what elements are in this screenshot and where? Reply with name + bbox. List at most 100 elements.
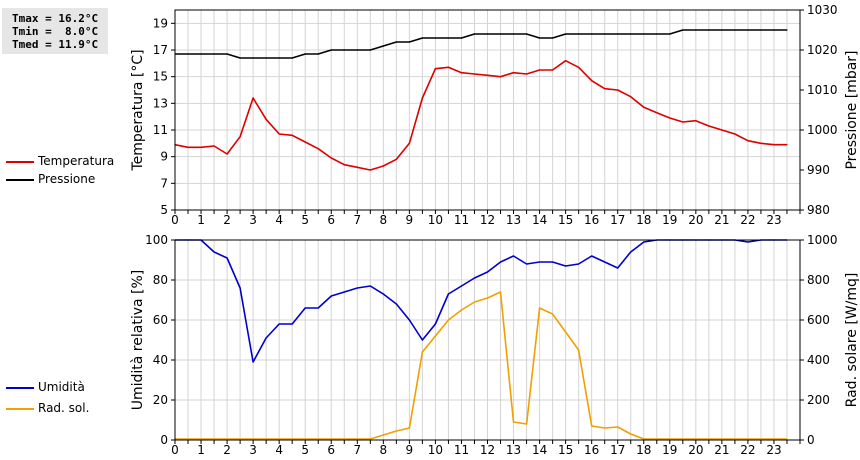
chart2-x-tick-label: 3 (249, 443, 257, 457)
chart2-point-rad-sol (447, 319, 450, 321)
chart1-point-pressione (604, 33, 606, 35)
chart1-point-temperatura (695, 120, 697, 122)
chart2-point-umidit (630, 251, 632, 253)
chart1-point-temperatura (617, 89, 619, 91)
chart2-x-tick-label: 20 (688, 443, 703, 457)
chart2-point-rad-sol (252, 438, 254, 440)
chart1-point-pressione (721, 29, 723, 31)
chart1-x-tick-label: 13 (506, 213, 521, 227)
chart2-point-umidit (473, 277, 476, 279)
chart1-point-pressione (343, 49, 345, 51)
chart1-point-temperatura (773, 144, 775, 146)
chart2-point-rad-sol (343, 438, 345, 440)
chart1-point-temperatura (187, 146, 189, 148)
chart1-series-temperatura (174, 59, 787, 171)
chart1-point-temperatura (473, 73, 476, 75)
chart2-y-tick-label: 60 (153, 313, 168, 327)
chart1-point-pressione (669, 33, 671, 35)
chart2-point-rad-sol (773, 438, 775, 440)
chart1-point-pressione (656, 33, 658, 35)
chart1-x-tick-label: 11 (454, 213, 469, 227)
chart2-frame (174, 239, 801, 441)
chart1-point-pressione (356, 49, 358, 51)
chart2-point-rad-sol (304, 438, 306, 440)
chart2-point-umidit (278, 323, 280, 325)
chart1-x-tick-label: 1 (197, 213, 205, 227)
chart1-point-pressione (617, 33, 619, 35)
chart1-point-pressione (499, 33, 502, 35)
chart2-point-rad-sol (265, 438, 267, 440)
legend-item-temperatura: Temperatura (6, 154, 156, 170)
chart1-point-pressione (538, 37, 541, 39)
chart1-point-temperatura (486, 74, 489, 76)
chart2-point-umidit (604, 261, 606, 263)
chart1-x-tick-label: 8 (380, 213, 388, 227)
chart2-point-umidit (304, 307, 306, 309)
chart1-x-tick-label: 5 (301, 213, 309, 227)
chart1-series-pressione (175, 29, 787, 59)
chart1-point-temperatura (460, 72, 463, 74)
chart1-point-temperatura (330, 157, 332, 159)
legend-swatch-temperatura (6, 161, 34, 163)
chart1-point-pressione (304, 53, 306, 55)
chart1-point-temperatura (239, 136, 241, 138)
chart2-point-rad-sol (643, 438, 645, 440)
chart2-point-rad-sol (473, 301, 476, 303)
chart2-point-umidit (213, 251, 215, 253)
chart1-point-temperatura (213, 145, 215, 147)
legend-item-umidita: Umidità (6, 380, 156, 396)
chart1-point-pressione (434, 37, 437, 39)
chart1-point-pressione (460, 37, 463, 39)
chart1-y-tick-label: 15 (153, 70, 168, 84)
chart1-point-pressione (708, 29, 710, 31)
chart2-point-umidit (578, 263, 580, 265)
chart1-point-pressione (382, 45, 384, 47)
chart2-point-rad-sol (695, 438, 697, 440)
chart2-point-rad-sol (656, 438, 658, 440)
chart1-point-temperatura (721, 129, 723, 131)
chart2-x-tick-label: 22 (740, 443, 755, 457)
chart1-y2-tick-label: 980 (807, 203, 830, 217)
chart2-x-tick-label: 21 (714, 443, 729, 457)
chart1-point-temperatura (382, 165, 384, 167)
chart2-x-tick-label: 13 (506, 443, 521, 457)
chart2-point-umidit (356, 287, 358, 289)
chart1-point-temperatura (343, 164, 345, 166)
chart2-point-rad-sol (239, 438, 241, 440)
chart1-point-temperatura (226, 153, 228, 155)
chart1-x-tick-label: 3 (249, 213, 257, 227)
chart2-point-umidit (565, 265, 567, 267)
chart1-y-tick-label: 17 (153, 43, 168, 57)
chart2-point-rad-sol (330, 438, 332, 440)
chart2-point-rad-sol (786, 438, 788, 440)
chart2-point-umidit (252, 361, 254, 363)
chart1-point-temperatura (278, 133, 280, 135)
chart1-point-temperatura (669, 117, 671, 119)
chart1-x-tick-label: 20 (688, 213, 703, 227)
chart2-point-umidit (525, 263, 528, 265)
chart1-point-temperatura (421, 97, 423, 99)
chart2-point-umidit (512, 255, 515, 257)
chart1-x-tick-label: 17 (610, 213, 625, 227)
chart1-point-temperatura (252, 97, 254, 99)
chart1-point-temperatura (317, 148, 319, 150)
chart2-point-rad-sol (291, 438, 293, 440)
chart2-point-umidit (591, 255, 593, 257)
chart2-point-rad-sol (604, 427, 606, 429)
legend-item-rad-sol: Rad. sol. (6, 401, 156, 417)
chart1-point-pressione (265, 57, 267, 59)
chart1-point-temperatura (578, 66, 580, 68)
chart2-x-tick-label: 0 (171, 443, 179, 457)
chart2-x-tick-label: 2 (223, 443, 231, 457)
chart1-y-tick-label: 9 (160, 150, 168, 164)
chart1-point-temperatura (200, 146, 202, 148)
chart2-point-rad-sol (630, 433, 632, 435)
chart1-point-pressione (473, 33, 476, 35)
chart1-point-pressione (200, 53, 202, 55)
chart1-point-temperatura (265, 118, 267, 120)
chart2-point-rad-sol (369, 438, 371, 440)
chart1-frame (174, 9, 801, 211)
chart1-point-temperatura (708, 125, 710, 127)
chart1-point-temperatura (760, 142, 762, 144)
chart2-point-rad-sol (682, 438, 684, 440)
